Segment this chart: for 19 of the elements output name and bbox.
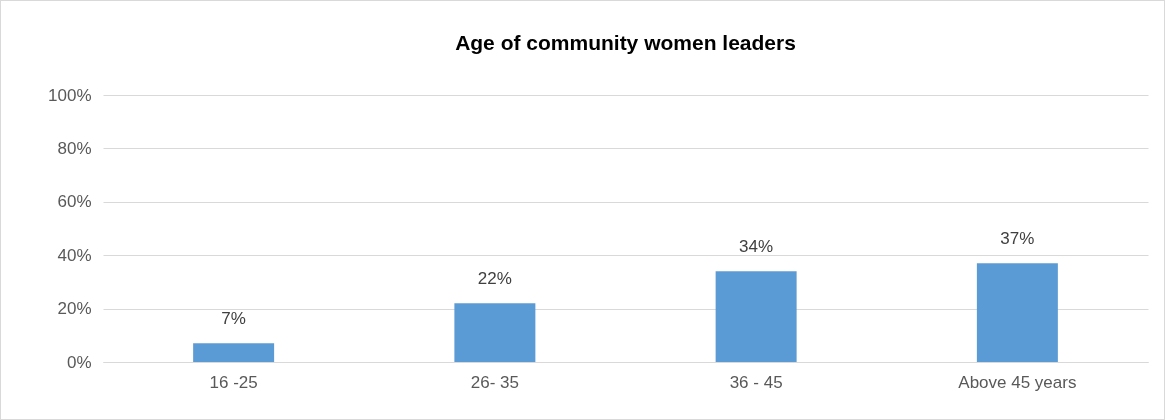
x-tick-label: Above 45 years bbox=[958, 372, 1077, 392]
bar bbox=[454, 303, 536, 362]
x-tick-label: 26- 35 bbox=[470, 372, 519, 392]
y-tick-label: 40% bbox=[57, 245, 92, 265]
y-tick-label: 80% bbox=[57, 138, 92, 158]
chart-title: Age of community women leaders bbox=[455, 31, 796, 54]
data-label: 34% bbox=[739, 237, 774, 257]
data-label: 22% bbox=[477, 269, 512, 289]
y-tick-label: 20% bbox=[57, 299, 92, 319]
data-label: 37% bbox=[1000, 229, 1035, 249]
y-tick-label: 100% bbox=[48, 85, 92, 105]
bar bbox=[976, 263, 1058, 362]
y-tick-label: 60% bbox=[57, 192, 92, 212]
data-label: 7% bbox=[221, 309, 246, 329]
y-tick-label: 0% bbox=[66, 352, 92, 372]
bar bbox=[193, 343, 275, 362]
x-tick-label: 16 -25 bbox=[209, 372, 258, 392]
x-tick-label: 36 - 45 bbox=[729, 372, 783, 392]
bar bbox=[715, 271, 797, 362]
